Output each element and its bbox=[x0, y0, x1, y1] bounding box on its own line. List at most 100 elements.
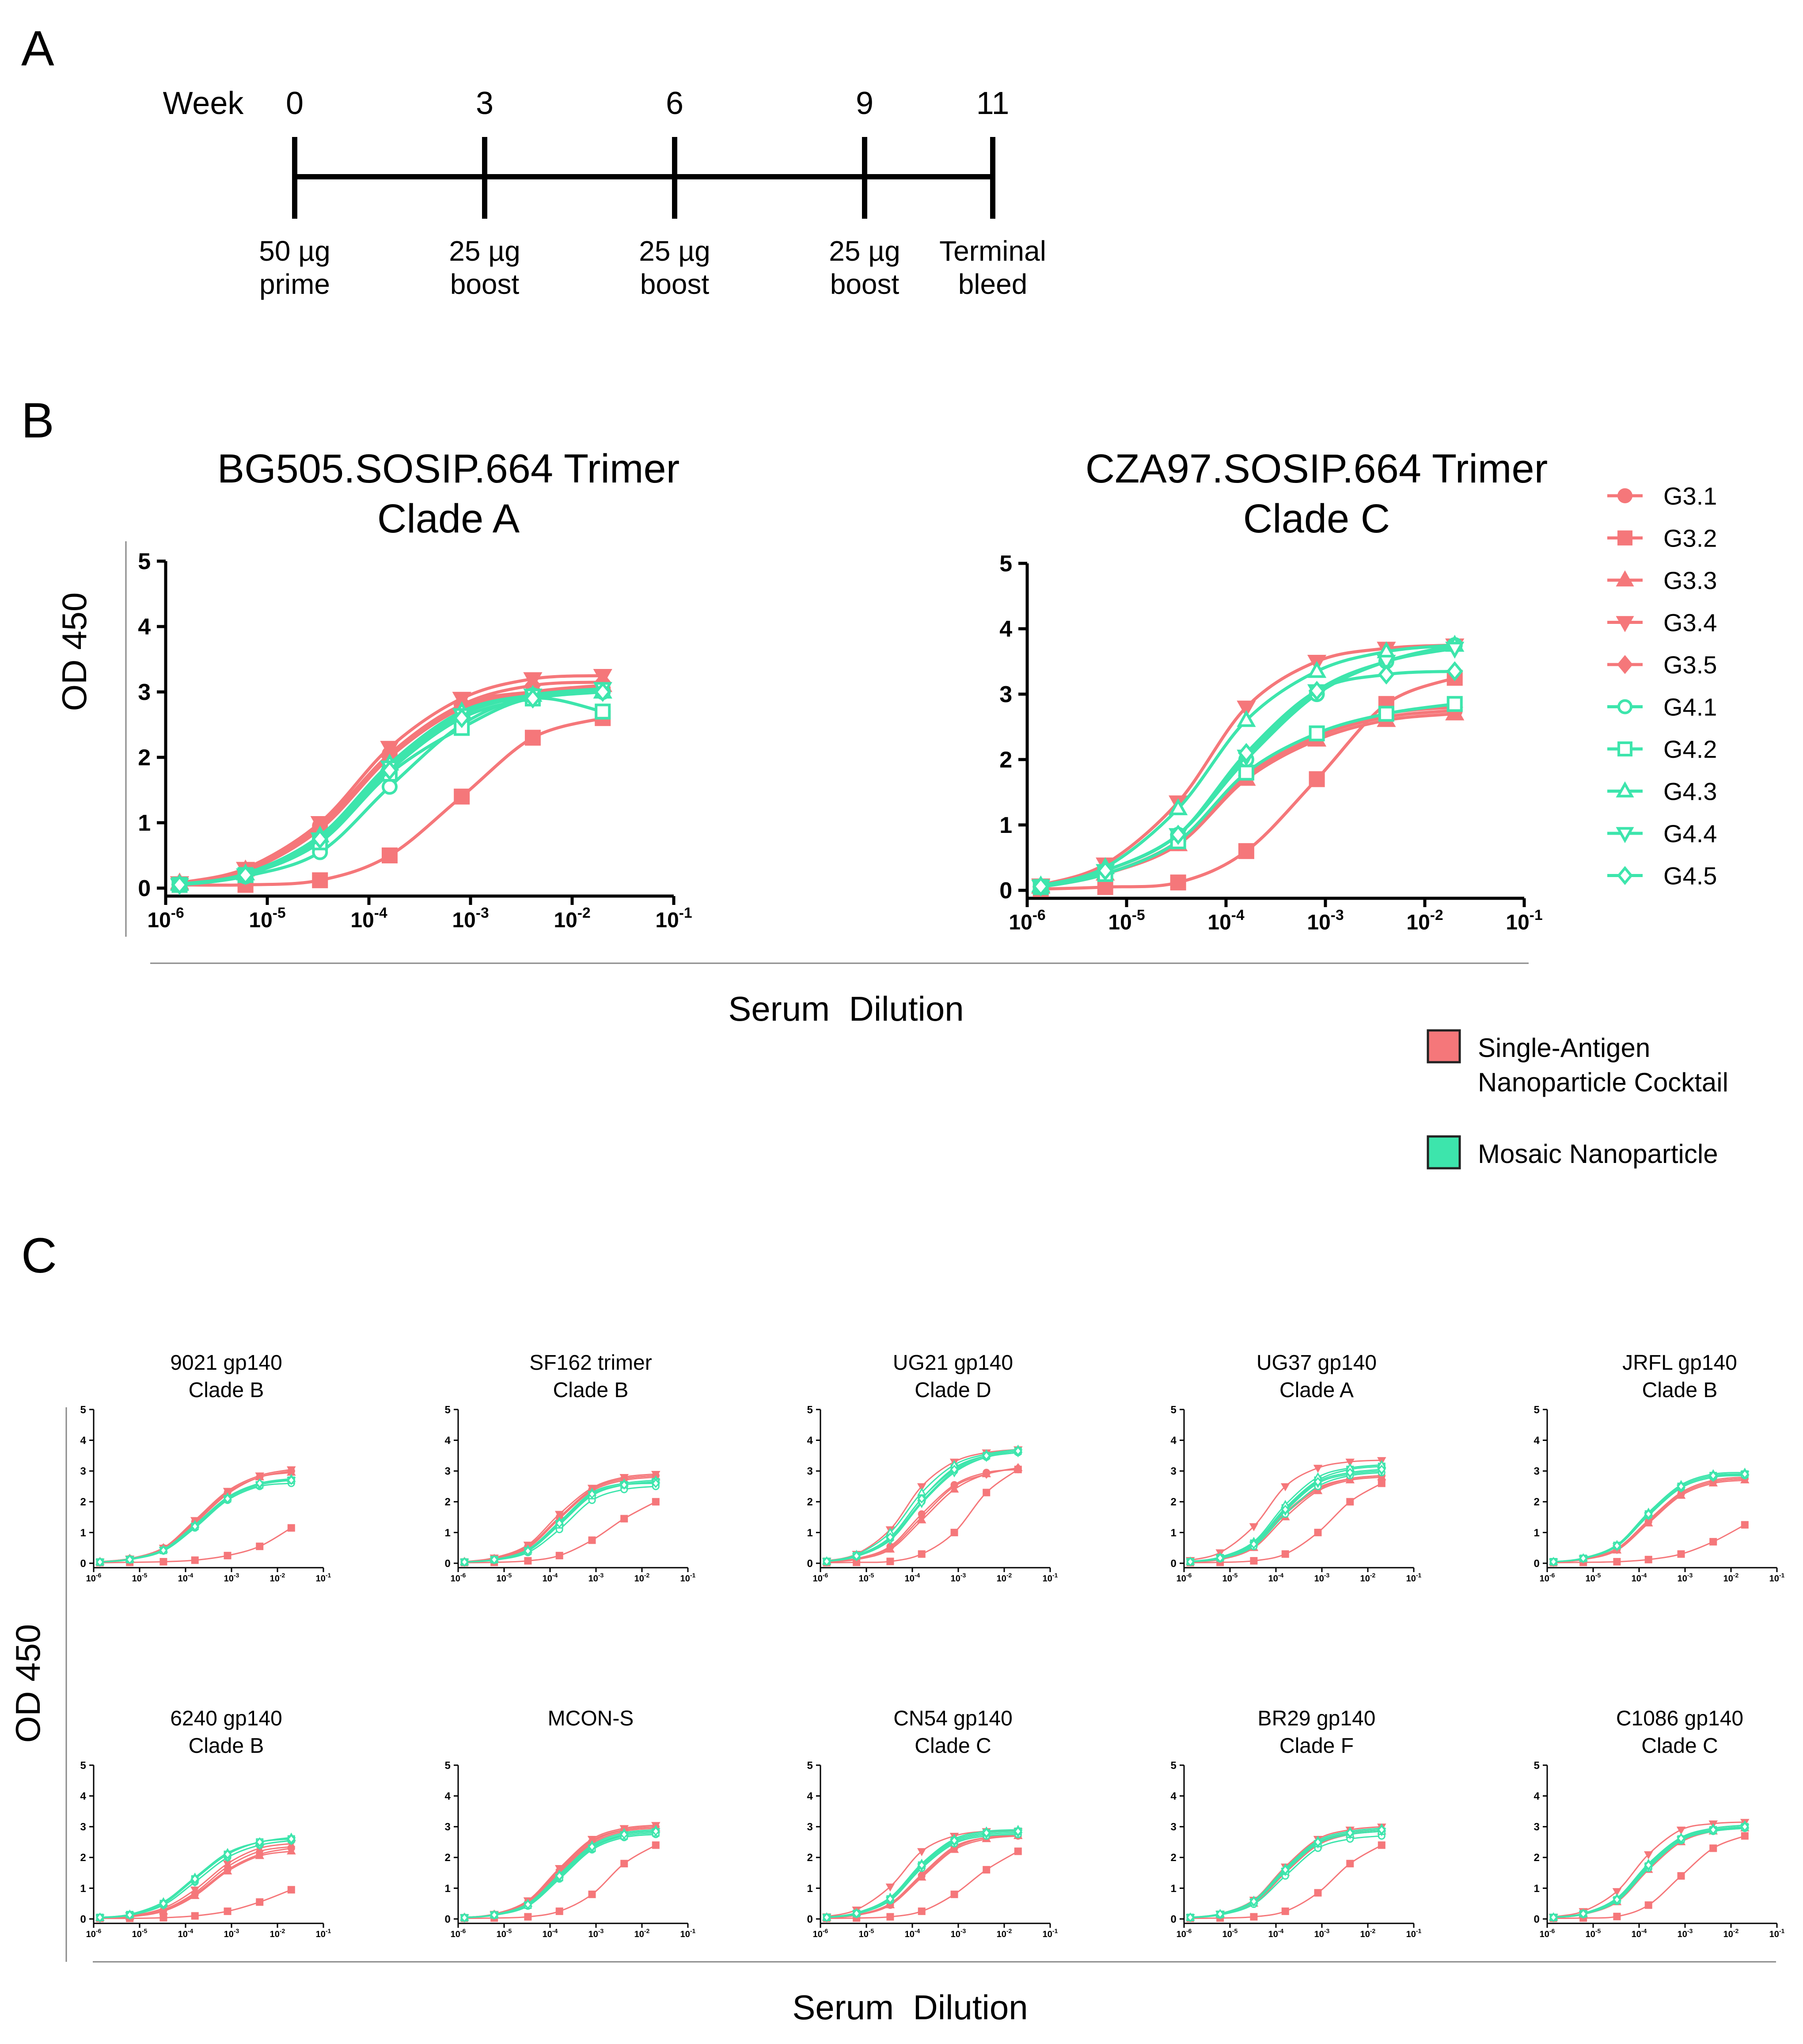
group-legend-mosaic-swatch bbox=[1427, 1135, 1461, 1170]
x-tick-label: 10-2 bbox=[634, 1572, 650, 1584]
x-tick-base: 10 bbox=[951, 1574, 960, 1584]
data-point bbox=[524, 1557, 532, 1565]
x-tick-exponent: -6 bbox=[1186, 1927, 1192, 1934]
y-tick-label: 0 bbox=[807, 1558, 812, 1569]
x-tick-base: 10 bbox=[132, 1930, 142, 1939]
data-point bbox=[1249, 1523, 1259, 1531]
data-point bbox=[950, 1835, 958, 1846]
chart-title: 6240 gp140 bbox=[170, 1707, 282, 1730]
x-tick-exponent: -5 bbox=[273, 905, 286, 921]
timeline-event-line1: 50 µg bbox=[259, 235, 330, 267]
series-G4-5 bbox=[96, 1834, 296, 1922]
data-point bbox=[1237, 700, 1256, 718]
data-point bbox=[1612, 1888, 1622, 1896]
data-point bbox=[1549, 1912, 1558, 1922]
data-point bbox=[1345, 1459, 1355, 1467]
data-point bbox=[191, 1874, 199, 1884]
legend-label: G4.5 bbox=[1663, 862, 1717, 890]
x-tick-base: 10 bbox=[1177, 1930, 1186, 1939]
y-tick-label: 1 bbox=[80, 1883, 86, 1895]
x-tick-exponent: -4 bbox=[552, 1572, 558, 1579]
data-point bbox=[595, 703, 611, 720]
data-point bbox=[1378, 706, 1394, 722]
y-tick-label: 4 bbox=[80, 1790, 86, 1802]
y-tick-label: 4 bbox=[1170, 1790, 1177, 1802]
x-tick-base: 10 bbox=[1207, 911, 1231, 934]
x-tick-exponent: -4 bbox=[374, 905, 387, 921]
group-legend-single-swatch bbox=[1427, 1029, 1461, 1064]
x-tick-label: 10-1 bbox=[1506, 907, 1542, 935]
timeline-week-number: 3 bbox=[476, 86, 493, 121]
x-tick-label: 10-3 bbox=[588, 1572, 604, 1584]
x-tick-base: 10 bbox=[132, 1574, 142, 1584]
data-point bbox=[490, 1554, 498, 1565]
y-tick-label: 5 bbox=[80, 1404, 86, 1416]
y-tick-label: 5 bbox=[1170, 1404, 1176, 1416]
data-point bbox=[823, 1912, 831, 1922]
data-point bbox=[1238, 743, 1255, 763]
chart-subtitle: Clade C bbox=[1243, 496, 1390, 541]
series-G3-2 bbox=[1186, 1841, 1385, 1922]
x-tick-label: 10-1 bbox=[1043, 1927, 1058, 1939]
data-point bbox=[490, 1910, 498, 1920]
x-tick-label: 10-2 bbox=[1723, 1572, 1739, 1584]
x-tick-base: 10 bbox=[1632, 1930, 1641, 1939]
data-point bbox=[237, 865, 254, 885]
data-point bbox=[588, 1489, 596, 1499]
panel-letter-b: B bbox=[21, 393, 54, 448]
x-tick-base: 10 bbox=[1678, 1930, 1687, 1939]
x-tick-label: 10-6 bbox=[451, 1572, 466, 1584]
data-point bbox=[191, 1521, 199, 1531]
x-tick-label: 10-4 bbox=[543, 1572, 558, 1584]
data-point bbox=[224, 1494, 232, 1504]
group-legend-single-line2: Nanoparticle Cocktail bbox=[1478, 1068, 1728, 1097]
x-tick-label: 10-1 bbox=[655, 905, 692, 932]
x-tick-exponent: -2 bbox=[644, 1927, 650, 1934]
x-tick-exponent: -3 bbox=[234, 1927, 239, 1934]
x-tick-label: 10-4 bbox=[905, 1572, 920, 1584]
data-point bbox=[1014, 1847, 1022, 1855]
x-tick-base: 10 bbox=[1307, 911, 1330, 934]
x-tick-base: 10 bbox=[543, 1574, 552, 1584]
data-point bbox=[852, 1551, 861, 1561]
data-point bbox=[287, 1886, 295, 1894]
x-tick-label: 10-4 bbox=[905, 1927, 920, 1939]
y-tick-label: 3 bbox=[138, 680, 151, 705]
data-point bbox=[588, 1890, 596, 1898]
data-point bbox=[1170, 874, 1186, 891]
data-point bbox=[1709, 1825, 1717, 1835]
x-tick-label: 10-6 bbox=[1540, 1572, 1555, 1584]
x-tick-label: 10-5 bbox=[1222, 1572, 1238, 1584]
x-tick-exponent: -2 bbox=[280, 1927, 285, 1934]
data-point bbox=[1032, 876, 1049, 897]
legend-label: G4.4 bbox=[1663, 820, 1717, 847]
data-point bbox=[1579, 1554, 1587, 1563]
x-tick-exponent: -5 bbox=[1232, 1572, 1238, 1579]
x-tick-exponent: -5 bbox=[506, 1927, 512, 1934]
x-tick-base: 10 bbox=[1406, 1930, 1416, 1939]
x-tick-exponent: -2 bbox=[1430, 907, 1443, 923]
x-tick-exponent: -4 bbox=[915, 1572, 920, 1579]
data-point bbox=[917, 1848, 926, 1856]
series-G4-4 bbox=[1549, 1471, 1750, 1567]
chart-title: 9021 gp140 bbox=[170, 1351, 282, 1375]
x-tick-exponent: -6 bbox=[96, 1927, 102, 1934]
x-tick-base: 10 bbox=[1222, 1574, 1232, 1584]
y-tick-label: 2 bbox=[80, 1852, 86, 1864]
data-point bbox=[159, 1558, 167, 1566]
panel-c-xlabel: Serum Dilution bbox=[792, 1988, 1028, 2027]
x-tick-base: 10 bbox=[951, 1930, 960, 1939]
chart-title: MCON-S bbox=[548, 1707, 634, 1730]
y-tick-label: 5 bbox=[1533, 1759, 1539, 1771]
x-tick-exponent: -4 bbox=[188, 1927, 194, 1934]
data-point bbox=[885, 1883, 895, 1892]
data-point bbox=[1097, 860, 1114, 881]
x-tick-base: 10 bbox=[1222, 1930, 1232, 1939]
series-G4-5 bbox=[171, 682, 611, 895]
y-tick-label: 5 bbox=[807, 1404, 812, 1416]
data-point bbox=[171, 874, 188, 895]
y-tick-label: 5 bbox=[999, 551, 1012, 577]
